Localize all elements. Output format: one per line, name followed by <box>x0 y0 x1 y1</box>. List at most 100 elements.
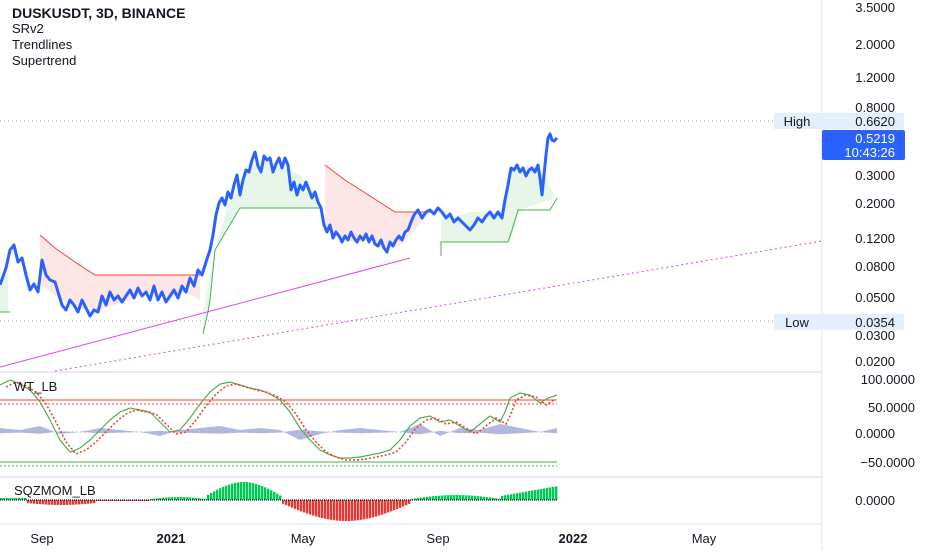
sqz-bar <box>138 500 141 501</box>
sqz-bar <box>390 500 393 512</box>
indicator-label-srv2[interactable]: SRv2 <box>12 21 44 36</box>
wt-tick: −50.0000 <box>860 455 915 470</box>
price-tick: 0.0200 <box>855 354 895 369</box>
sqz-bar <box>462 495 465 500</box>
sqz-bar <box>222 486 225 500</box>
sqz-bar <box>387 500 390 513</box>
sqz-bar <box>183 497 186 500</box>
sqz-bar <box>204 498 207 500</box>
sqz-tick: 0.0000 <box>855 493 895 508</box>
sqz-bar <box>300 500 303 512</box>
price-axis[interactable]: 3.5000 2.0000 1.2000 0.8000 0.3000 0.200… <box>855 0 895 369</box>
sqz-bar <box>480 496 483 500</box>
sqz-bar <box>483 496 486 500</box>
sqz-bar <box>429 496 432 500</box>
sqz-bar <box>471 495 474 500</box>
indicator-label-trendlines[interactable]: Trendlines <box>12 37 73 52</box>
sqz-bar <box>90 500 93 504</box>
sqz-bar <box>369 500 372 519</box>
sqz-bar <box>417 498 420 500</box>
sqz-bar <box>18 498 21 500</box>
sqz-bar <box>510 494 513 500</box>
sqz-bar <box>447 495 450 500</box>
sqz-bar <box>6 498 9 500</box>
sqz-bar <box>372 500 375 518</box>
sqz-bar <box>339 500 342 521</box>
time-tick: 2021 <box>157 531 186 546</box>
wt-histogram <box>0 424 557 440</box>
current-price-value: 0.5219 <box>855 131 895 146</box>
price-tick: 3.5000 <box>855 0 895 15</box>
sqz-bar <box>174 497 177 500</box>
sqz-bar <box>207 494 210 500</box>
sqz-bar <box>249 482 252 500</box>
sqz-bar <box>513 493 516 500</box>
sqz-bar <box>228 484 231 500</box>
sqz-bar <box>279 495 282 500</box>
indicator-label-supertrend[interactable]: Supertrend <box>12 53 77 68</box>
sqz-bar <box>132 500 135 501</box>
wt-axis[interactable]: 100.0000 50.0000 0.0000 −50.0000 <box>855 372 915 470</box>
sqz-bar <box>552 486 555 500</box>
sqz-bar <box>291 500 294 508</box>
sqz-bar <box>516 493 519 500</box>
sqz-bar <box>210 493 213 500</box>
wt-tick: 100.0000 <box>861 372 915 387</box>
sqz-bar <box>276 493 279 500</box>
sqz-bar <box>453 495 456 500</box>
sqz-bar <box>351 500 354 521</box>
sqz-bar <box>438 495 441 500</box>
price-tick: 0.0800 <box>855 259 895 274</box>
sqz-bar <box>180 497 183 500</box>
price-tick: 2.0000 <box>855 37 895 52</box>
sqz-bar <box>159 498 162 500</box>
wt-tick: 50.0000 <box>868 400 915 415</box>
sqz-bar <box>30 500 33 504</box>
sqz-bar <box>60 500 63 505</box>
sqz-bar <box>327 500 330 520</box>
sqz-bar <box>459 495 462 500</box>
sqz-bar <box>519 492 522 500</box>
supertrend-up-fill-2 <box>203 160 322 334</box>
sqz-bar <box>150 499 153 500</box>
high-value-box <box>822 113 904 129</box>
sqz-bar <box>264 487 267 500</box>
low-value: 0.0354 <box>855 315 895 330</box>
sqz-bar <box>282 500 285 504</box>
price-tick: 0.3000 <box>855 168 895 183</box>
sqz-bar <box>303 500 306 513</box>
time-axis[interactable]: Sep 2021 May Sep 2022 May <box>30 531 716 546</box>
sqz-bar <box>48 500 51 505</box>
sqz-bar <box>63 500 66 505</box>
sqz-bar <box>81 500 84 505</box>
high-label: High <box>784 114 811 129</box>
sqz-bar <box>231 483 234 500</box>
sqz-bar <box>0 498 3 500</box>
price-tick: 0.8000 <box>855 100 895 115</box>
sqz-bar <box>354 500 357 521</box>
sqz-bar <box>234 482 237 500</box>
sqz-bar <box>441 495 444 500</box>
price-line <box>0 132 559 318</box>
sqz-bar <box>195 497 198 500</box>
high-value: 0.6620 <box>855 114 895 129</box>
sqz-bar <box>225 485 228 500</box>
sqz-bar <box>216 489 219 500</box>
symbol-title[interactable]: DUSKUSDT, 3D, BINANCE <box>12 5 186 21</box>
sqz-bar <box>27 500 30 504</box>
price-tick: 0.1200 <box>855 231 895 246</box>
price-tick: 1.2000 <box>855 70 895 85</box>
sqz-bar <box>3 498 6 500</box>
time-tick: Sep <box>30 531 53 546</box>
sqz-bar <box>342 500 345 521</box>
sqz-bar <box>402 500 405 507</box>
sqz-bar <box>213 491 216 500</box>
sqz-bar <box>306 500 309 514</box>
sqz-bar <box>456 495 459 500</box>
sqz-bar <box>108 500 111 501</box>
sqz-bar <box>177 497 180 500</box>
sqz-bar <box>51 500 54 505</box>
sqz-bar <box>45 500 48 505</box>
